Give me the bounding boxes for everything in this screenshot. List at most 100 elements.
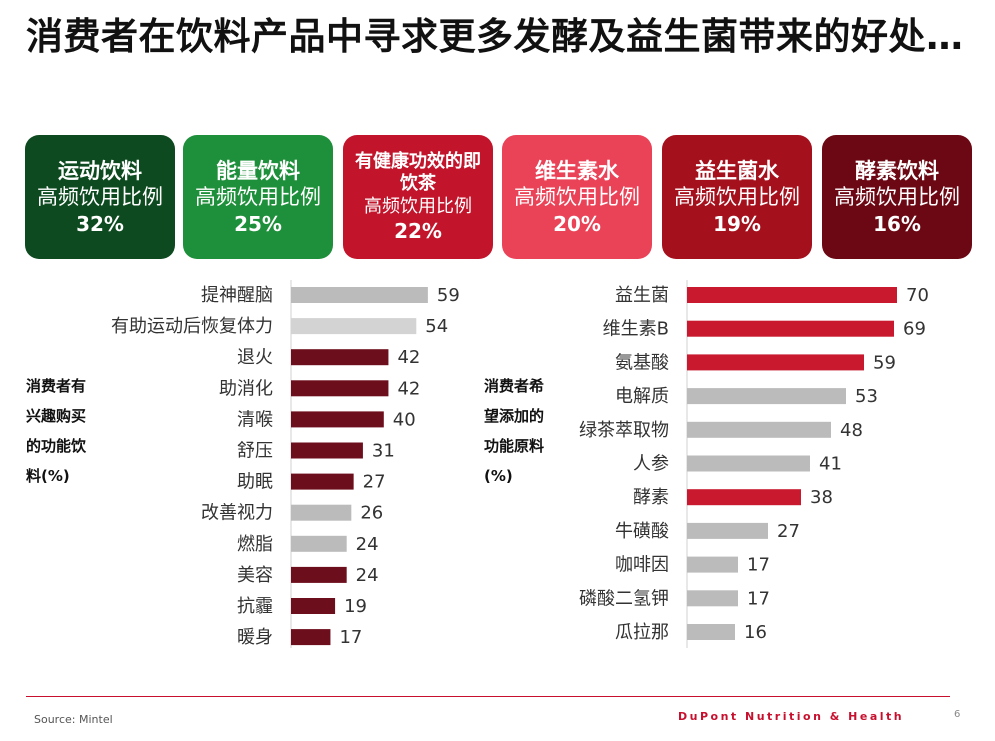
- bar: [291, 629, 331, 646]
- category-label: 提神醒脑: [201, 285, 273, 306]
- category-label: 电解质: [615, 386, 669, 407]
- bar: [291, 535, 347, 552]
- card-title: 酵素饮料: [855, 158, 939, 183]
- category-label: 改善视力: [201, 503, 273, 524]
- card-subtitle: 高频饮用比例: [37, 184, 163, 209]
- card-title: 有健康功效的即饮茶: [355, 150, 481, 194]
- bar: [687, 522, 768, 539]
- category-label: 咖啡因: [615, 555, 669, 576]
- brand-footer: DuPont Nutrition & Health: [678, 710, 905, 723]
- bar: [687, 287, 897, 303]
- bar: [687, 455, 810, 472]
- category-label: 氨基酸: [615, 352, 669, 373]
- data-label: 17: [339, 627, 362, 648]
- category-label: 助消化: [219, 378, 273, 399]
- data-label: 19: [344, 596, 367, 617]
- footer-divider: [26, 696, 950, 697]
- card-title: 益生菌水: [695, 158, 779, 183]
- data-label: 17: [747, 555, 770, 576]
- bar: [291, 473, 354, 490]
- data-label: 38: [810, 487, 833, 508]
- card-value: 25%: [234, 211, 282, 236]
- card-value: 19%: [713, 211, 761, 236]
- bar: [291, 598, 336, 614]
- data-label: 48: [840, 420, 863, 441]
- category-label: 舒压: [237, 441, 273, 462]
- category-label: 助眠: [237, 472, 273, 493]
- bar: [291, 380, 389, 397]
- bar: [291, 566, 347, 583]
- drink-card: 酵素饮料 高频饮用比例 16%: [822, 135, 972, 259]
- bar: [291, 504, 352, 521]
- card-value: 32%: [76, 211, 124, 236]
- card-title: 能量饮料: [216, 158, 300, 183]
- data-label: 26: [360, 503, 383, 524]
- data-label: 53: [855, 386, 878, 407]
- category-label: 酵素: [633, 487, 669, 508]
- left-chart-label: 消费者有兴趣购买的功能饮料(%): [26, 377, 87, 485]
- bar: [687, 556, 738, 573]
- card-value: 20%: [553, 211, 601, 236]
- data-label: 69: [903, 319, 926, 340]
- category-label: 美容: [237, 565, 273, 586]
- bar: [687, 624, 735, 640]
- category-label: 暖身: [237, 627, 273, 648]
- data-label: 16: [744, 622, 767, 643]
- data-label: 27: [777, 521, 800, 542]
- bar: [687, 421, 831, 438]
- card-subtitle: 高频饮用比例: [674, 184, 800, 209]
- data-label: 59: [437, 285, 460, 306]
- page-number: 6: [954, 709, 961, 720]
- data-label: 42: [397, 378, 420, 399]
- bar: [687, 489, 801, 506]
- data-label: 54: [425, 316, 448, 337]
- data-label: 24: [356, 565, 379, 586]
- drink-card: 维生素水 高频饮用比例 20%: [502, 135, 652, 259]
- card-subtitle: 高频饮用比例: [195, 184, 321, 209]
- card-value: 22%: [394, 218, 442, 243]
- category-label: 有助运动后恢复体力: [111, 316, 273, 337]
- page-title: 消费者在饮料产品中寻求更多发酵及益生菌带来的好处…: [26, 15, 964, 58]
- category-label: 益生菌: [615, 285, 669, 306]
- right-chart-label: 消费者希望添加的功能原料(%): [484, 377, 545, 485]
- card-subtitle: 高频饮用比例: [834, 184, 960, 209]
- bar: [687, 590, 738, 607]
- bar: [291, 442, 363, 459]
- card-title: 维生素水: [535, 158, 619, 183]
- data-label: 27: [363, 472, 386, 493]
- category-label: 人参: [633, 454, 669, 475]
- data-label: 17: [747, 588, 770, 609]
- category-label: 牛磺酸: [615, 521, 669, 542]
- card-value: 16%: [873, 211, 921, 236]
- bar: [291, 411, 384, 428]
- category-label: 瓜拉那: [615, 622, 669, 643]
- data-label: 40: [393, 409, 416, 430]
- bar: [291, 349, 389, 366]
- bar: [687, 354, 864, 371]
- data-label: 24: [356, 534, 379, 555]
- category-label: 燃脂: [237, 534, 273, 555]
- category-label: 退火: [237, 347, 273, 368]
- data-label: 42: [397, 347, 420, 368]
- category-label: 维生素B: [603, 319, 669, 340]
- data-label: 59: [873, 352, 896, 373]
- drink-card: 有健康功效的即饮茶 高频饮用比例 22%: [343, 135, 493, 259]
- category-label: 磷酸二氢钾: [579, 588, 669, 609]
- category-label: 抗霾: [237, 596, 273, 617]
- source-note: Source: Mintel: [34, 713, 113, 726]
- data-label: 31: [372, 441, 395, 462]
- bar: [291, 318, 417, 335]
- card-title: 运动饮料: [58, 158, 142, 183]
- bar: [291, 287, 428, 303]
- bar: [687, 320, 894, 337]
- card-subtitle: 高频饮用比例: [514, 184, 640, 209]
- bar: [687, 388, 846, 405]
- category-label: 绿茶萃取物: [579, 420, 669, 441]
- drink-card: 运动饮料 高频饮用比例 32%: [25, 135, 175, 259]
- drink-card: 益生菌水 高频饮用比例 19%: [662, 135, 812, 259]
- card-subtitle: 高频饮用比例: [364, 195, 472, 217]
- data-label: 70: [906, 285, 929, 306]
- drink-card: 能量饮料 高频饮用比例 25%: [183, 135, 333, 259]
